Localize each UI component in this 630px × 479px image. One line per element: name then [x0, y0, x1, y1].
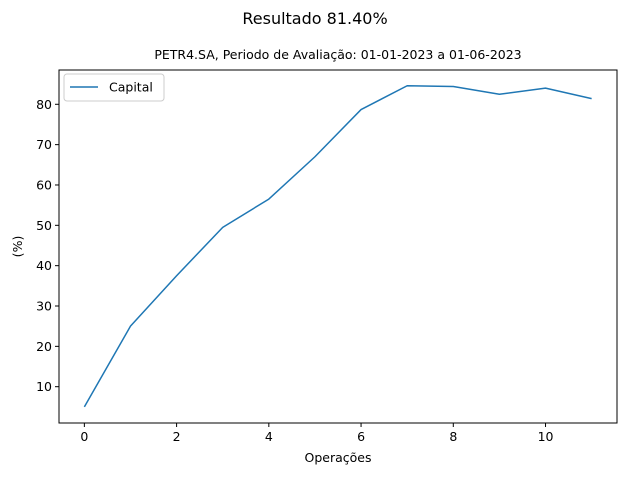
y-tick-label: 80 [36, 97, 52, 112]
x-tick-label: 2 [173, 429, 181, 444]
y-tick-label: 10 [36, 379, 52, 394]
y-axis-label: (%) [10, 236, 25, 258]
axis-ticks: 0 2 4 6 8 10 10 20 30 40 50 60 70 80 [36, 97, 553, 444]
x-tick-label: 6 [357, 429, 365, 444]
x-tick-label: 8 [449, 429, 457, 444]
y-tick-label: 70 [36, 137, 52, 152]
y-tick-label: 20 [36, 339, 52, 354]
y-tick-label: 50 [36, 218, 52, 233]
x-tick-label: 4 [265, 429, 273, 444]
x-tick-label: 0 [80, 429, 88, 444]
y-tick-label: 40 [36, 258, 52, 273]
y-tick-label: 60 [36, 177, 52, 192]
legend: Capital [63, 73, 165, 102]
y-tick-label: 30 [36, 299, 52, 314]
chart-suptitle: Resultado 81.40% [242, 9, 387, 28]
legend-label-capital: Capital [109, 80, 153, 95]
x-axis-label: Operações [305, 450, 372, 465]
legend-box [63, 73, 165, 102]
plot-area [58, 69, 618, 424]
series-layer [83, 84, 592, 408]
chart-title: PETR4.SA, Periodo de Avaliação: 01-01-20… [154, 47, 521, 62]
series-line-capital [83, 84, 592, 408]
x-tick-label: 10 [538, 429, 554, 444]
